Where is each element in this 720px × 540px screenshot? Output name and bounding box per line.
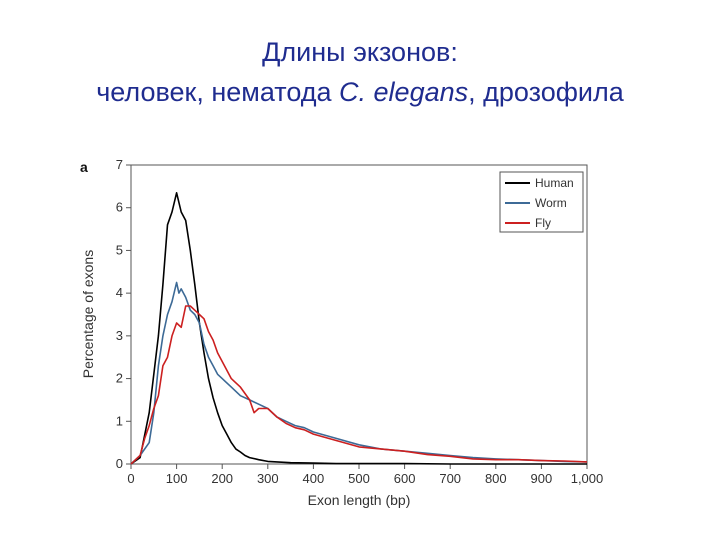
x-tick-label: 500 [348, 471, 370, 486]
x-tick-label: 900 [531, 471, 553, 486]
plot-lines [130, 192, 588, 465]
y-tick-label: 2 [116, 371, 123, 386]
x-tick-label: 1,000 [571, 471, 604, 486]
legend-label-fly: Fly [535, 216, 551, 230]
title-line-2-prefix: человек, нематода [96, 77, 340, 107]
title-line-2-suffix: , дрозофила [468, 77, 624, 107]
panel-label: a [80, 159, 88, 175]
y-tick-label: 7 [116, 157, 123, 172]
title-line-1: Длины экзонов: [262, 37, 458, 67]
series-line-worm [130, 281, 588, 465]
y-tick-label: 6 [116, 200, 123, 215]
x-axis-label: Exon length (bp) [308, 492, 411, 508]
y-tick-label: 5 [116, 242, 123, 257]
x-axis: 0 100 200 300 400 500 600 700 800 900 1,000 [127, 464, 603, 486]
title-species-name: C. elegans [339, 77, 469, 107]
x-tick-label: 0 [127, 471, 134, 486]
y-tick-label: 0 [116, 456, 123, 471]
title-line-2: человек, нематода C. elegans, дрозофила [0, 72, 720, 112]
x-tick-label: 400 [303, 471, 325, 486]
x-tick-label: 300 [257, 471, 279, 486]
series-line-fly [130, 305, 588, 465]
slide-title: Длины экзонов: человек, нематода C. eleg… [0, 32, 720, 112]
y-tick-label: 3 [116, 328, 123, 343]
y-axis: 0 1 2 3 4 5 6 7 [116, 157, 131, 471]
y-tick-label: 1 [116, 413, 123, 428]
y-tick-label: 4 [116, 285, 123, 300]
x-tick-label: 100 [166, 471, 188, 486]
legend-label-human: Human [535, 176, 574, 190]
x-tick-label: 700 [439, 471, 461, 486]
x-tick-label: 800 [485, 471, 507, 486]
y-axis-label: Percentage of exons [80, 250, 96, 378]
legend-label-worm: Worm [535, 196, 567, 210]
x-tick-label: 200 [211, 471, 233, 486]
legend: Human Worm Fly [499, 171, 584, 233]
x-tick-label: 600 [394, 471, 416, 486]
series-line-human [130, 192, 587, 465]
